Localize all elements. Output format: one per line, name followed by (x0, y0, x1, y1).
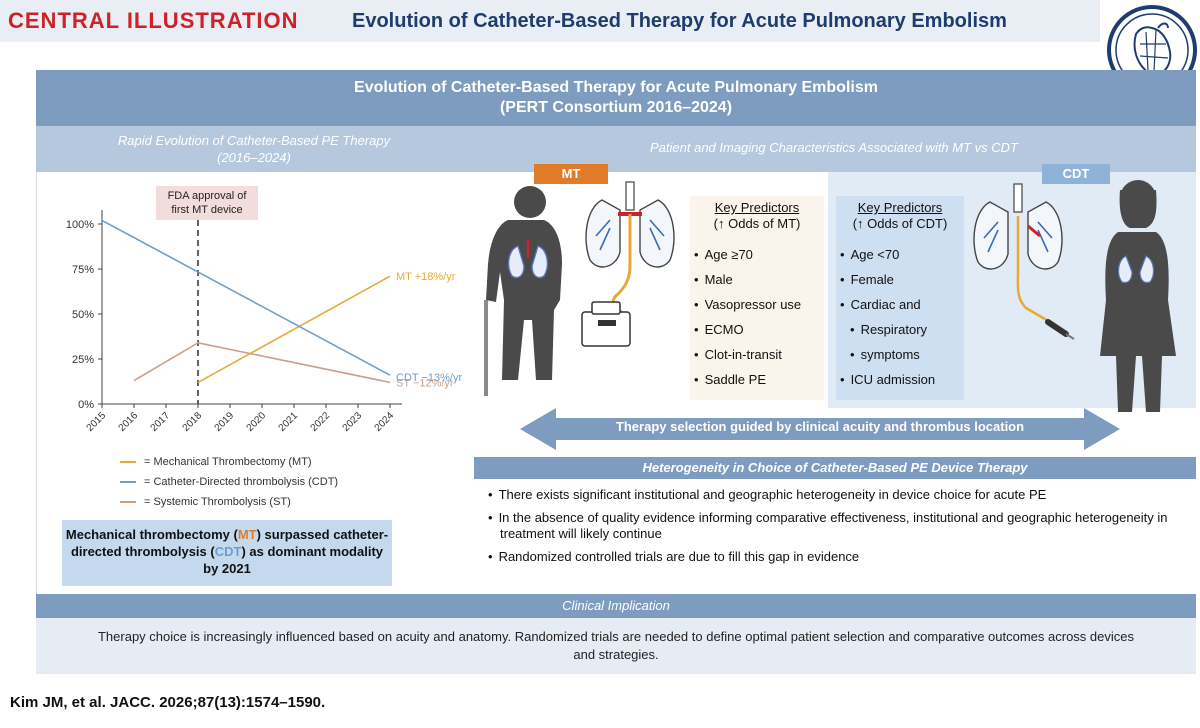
clinical-implication-text: Therapy choice is increasingly influence… (36, 618, 1196, 674)
main-title-line2: (PERT Consortium 2016–2024) (499, 99, 733, 116)
x-tick-label: 2019 (213, 410, 237, 434)
series-end-label-2: ST −12%/yr (396, 377, 454, 389)
heterogeneity-title: Heterogeneity in Choice of Catheter-Base… (474, 457, 1196, 479)
list-item: Age ≥70 (694, 242, 820, 267)
x-tick-label: 2017 (149, 410, 173, 434)
legend-st-label: = Systemic Thrombolysis (ST) (144, 496, 291, 508)
x-tick-label: 2021 (277, 410, 301, 434)
callout-part2: ) surpassed catheter-directed thrombolys… (70, 527, 389, 559)
left-subhead-line2: (2016–2024) (217, 150, 291, 165)
cdt-small-lungs-icon (1117, 255, 1155, 284)
callout-part3: ) as dominant modality by 2021 (203, 544, 384, 576)
legend-cdt-swatch (120, 481, 136, 483)
series-line-0 (197, 275, 391, 384)
woman-icon (1100, 180, 1176, 412)
y-tick-label: 0% (78, 399, 94, 411)
mt-predictors-list: Age ≥70 Male Vasopressor use ECMO Clot-i… (694, 242, 820, 392)
mt-lungs-icon (507, 240, 549, 279)
mt-predictors-title: Key Predictors (714, 200, 800, 215)
legend-st-swatch (120, 501, 136, 503)
list-item: Male (694, 267, 820, 292)
main-title: Evolution of Catheter-Based Therapy for … (36, 70, 1196, 126)
list-item: Age <70 (840, 242, 960, 267)
mt-surpassed-callout: Mechanical thrombectomy (MT) surpassed c… (62, 520, 392, 586)
x-tick-label: 2020 (245, 410, 269, 434)
fda-note-line1: FDA approval of (167, 190, 247, 202)
cdt-tag: CDT (1042, 164, 1110, 184)
mt-tag: MT (534, 164, 608, 184)
mt-predictors-subtitle: (↑ Odds of MT) (713, 216, 801, 231)
callout-part1: Mechanical thrombectomy ( (65, 527, 238, 542)
series-line-2 (133, 341, 391, 384)
x-tick-label: 2024 (373, 410, 397, 434)
clinical-implication-title: Clinical Implication (36, 594, 1196, 618)
list-item: ECMO (694, 317, 820, 342)
series-end-label-1: CDT −13%/yr (396, 372, 462, 384)
main-title-line1: Evolution of Catheter-Based Therapy for … (354, 79, 878, 96)
callout-cdt: CDT (214, 544, 242, 559)
therapy-selection-arrow-label: Therapy selection guided by clinical acu… (615, 419, 1025, 434)
x-tick-label: 2022 (309, 410, 333, 434)
fda-approval-note: FDA approval of first MT device (156, 186, 258, 220)
y-tick-label: 75% (72, 264, 94, 276)
cdt-patient-illustration (973, 180, 1176, 412)
central-illustration-label: CENTRAL ILLUSTRATION (8, 8, 299, 33)
cdt-predictors-list: Age <70 Female Cardiac and Respiratory s… (840, 242, 960, 392)
y-tick-label: 25% (72, 354, 94, 366)
left-subhead: Rapid Evolution of Catheter-Based PE The… (36, 126, 472, 172)
double-arrow-icon (520, 408, 1120, 450)
legend-mt: = Mechanical Thrombectomy (MT) (120, 456, 312, 468)
cdt-predictors-title: Key Predictors (857, 200, 943, 215)
mt-patient-illustration (484, 181, 675, 396)
legend-st: = Systemic Thrombolysis (ST) (120, 496, 291, 508)
list-item: symptoms (840, 342, 960, 367)
legend-mt-swatch (120, 461, 136, 463)
list-item: Randomized controlled trials are due to … (488, 549, 1182, 565)
cdt-predictors-subtitle: (↑ Odds of CDT) (852, 216, 948, 231)
series-line-1 (101, 219, 391, 376)
legend-cdt-label: = Catheter-Directed thrombolysis (CDT) (144, 476, 339, 488)
x-tick-label: 2015 (85, 410, 109, 434)
header-bar: CENTRAL ILLUSTRATION Evolution of Cathet… (0, 0, 1100, 42)
y-tick-label: 100% (66, 219, 94, 231)
list-item: Female (840, 267, 960, 292)
list-item: Cardiac and (840, 292, 960, 317)
header-title: Evolution of Catheter-Based Therapy for … (352, 10, 1007, 32)
mt-lung-diagram-icon (581, 181, 675, 347)
trend-chart: 0% 25% 50% 75% 100% 2015 2016 2017 2018 2019 2020 2… (66, 210, 462, 434)
cdt-predictors-box: Key Predictors (↑ Odds of CDT) Age <70 F… (836, 196, 964, 400)
list-item: Clot-in-transit (694, 342, 820, 367)
fda-note-line2: first MT device (171, 204, 243, 216)
list-item: Respiratory (840, 317, 960, 342)
legend-mt-label: = Mechanical Thrombectomy (MT) (144, 456, 312, 468)
callout-mt: MT (237, 527, 257, 542)
list-item: There exists significant institutional a… (488, 487, 1182, 503)
list-item: In the absence of quality evidence infor… (488, 510, 1182, 542)
left-subhead-line1: Rapid Evolution of Catheter-Based PE The… (117, 133, 391, 148)
legend-cdt: = Catheter-Directed thrombolysis (CDT) (120, 476, 338, 488)
list-item: ICU admission (840, 367, 960, 392)
heterogeneity-list: There exists significant institutional a… (488, 487, 1182, 565)
mt-predictors-box: Key Predictors (↑ Odds of MT) Age ≥70 Ma… (690, 196, 824, 400)
y-tick-label: 50% (72, 309, 94, 321)
heterogeneity-body: There exists significant institutional a… (474, 479, 1196, 594)
cdt-lung-diagram-icon (973, 183, 1075, 340)
list-item: Vasopressor use (694, 292, 820, 317)
elderly-man-icon (484, 186, 562, 396)
x-tick-label: 2018 (181, 410, 205, 434)
x-tick-label: 2016 (117, 410, 141, 434)
series-end-label-0: MT +18%/yr (396, 271, 456, 283)
x-tick-label: 2023 (341, 410, 365, 434)
list-item: Saddle PE (694, 367, 820, 392)
citation: Kim JM, et al. JACC. 2026;87(13):1574–15… (10, 694, 326, 711)
